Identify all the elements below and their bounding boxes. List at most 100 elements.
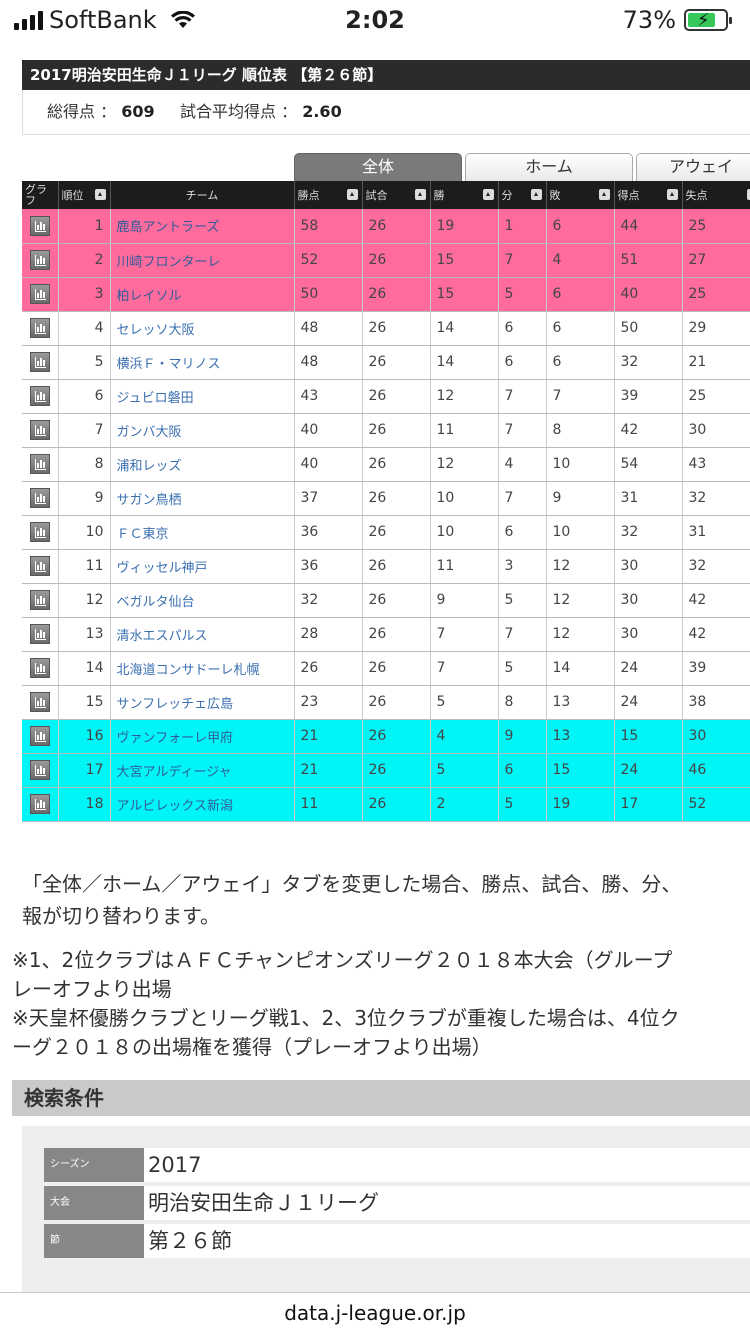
- condition-label: 大会: [44, 1186, 144, 1220]
- col-goals-for[interactable]: 得点: [614, 181, 682, 209]
- stat-cell-gp: 26: [362, 447, 430, 481]
- team-link[interactable]: 柏レイソル: [117, 289, 182, 304]
- avg-goals-label: 試合平均得点 ：: [180, 102, 297, 121]
- stat-cell-d: 7: [498, 243, 546, 277]
- rank-cell: 10: [58, 515, 110, 549]
- graph-icon[interactable]: [30, 522, 50, 542]
- col-wins[interactable]: 勝: [430, 181, 498, 209]
- stat-cell-l: 10: [546, 515, 614, 549]
- team-cell: 柏レイソル: [110, 277, 294, 311]
- view-tabs: 全体 ホーム アウェイ: [294, 153, 750, 181]
- sort-icon: [531, 189, 542, 200]
- team-link[interactable]: ＦＣ東京: [117, 527, 169, 542]
- team-link[interactable]: 大宮アルディージャ: [117, 765, 232, 780]
- graph-icon[interactable]: [30, 488, 50, 508]
- team-link[interactable]: ガンバ大阪: [117, 425, 182, 440]
- rank-cell: 11: [58, 549, 110, 583]
- stat-cell-gp: 26: [362, 515, 430, 549]
- stat-cell-ga: 42: [682, 583, 750, 617]
- col-team: チーム: [110, 181, 294, 209]
- url-bar[interactable]: data.j-league.or.jp: [0, 1292, 750, 1335]
- qualification-note: ※1、2位クラブはＡＦＣチャンピオンズリーグ２０１８本大会（グループ レーオフよ…: [12, 946, 750, 1062]
- team-link[interactable]: 清水エスパルス: [117, 629, 208, 644]
- team-cell: 鹿島アントラーズ: [110, 209, 294, 243]
- graph-icon[interactable]: [30, 454, 50, 474]
- condition-row-season: シーズン 2017: [44, 1148, 750, 1182]
- graph-icon[interactable]: [30, 420, 50, 440]
- stat-cell-pts: 40: [294, 413, 362, 447]
- stat-cell-ga: 52: [682, 787, 750, 821]
- stat-cell-gp: 26: [362, 719, 430, 753]
- stat-cell-pts: 48: [294, 311, 362, 345]
- stat-cell-gp: 26: [362, 413, 430, 447]
- graph-icon[interactable]: [30, 216, 50, 236]
- table-header-row: グラフ 順位 チーム 勝点 試合 勝 分 敗 得点 失点: [22, 181, 750, 209]
- graph-cell: [22, 481, 58, 515]
- graph-icon[interactable]: [30, 590, 50, 610]
- stat-cell-d: 7: [498, 617, 546, 651]
- team-link[interactable]: ヴィッセル神戸: [117, 561, 208, 576]
- team-link[interactable]: 浦和レッズ: [117, 459, 182, 474]
- team-link[interactable]: 横浜Ｆ・マリノス: [117, 357, 221, 372]
- sort-icon: [483, 189, 494, 200]
- graph-icon[interactable]: [30, 760, 50, 780]
- stat-cell-gf: 54: [614, 447, 682, 481]
- stat-cell-gf: 15: [614, 719, 682, 753]
- stat-cell-l: 8: [546, 413, 614, 447]
- stat-cell-w: 14: [430, 311, 498, 345]
- col-losses[interactable]: 敗: [546, 181, 614, 209]
- tab-away[interactable]: アウェイ: [636, 153, 750, 181]
- team-cell: 清水エスパルス: [110, 617, 294, 651]
- tab-overall[interactable]: 全体: [294, 153, 462, 181]
- stat-cell-pts: 11: [294, 787, 362, 821]
- stat-cell-ga: 25: [682, 277, 750, 311]
- col-points[interactable]: 勝点: [294, 181, 362, 209]
- col-draws[interactable]: 分: [498, 181, 546, 209]
- stat-cell-gf: 30: [614, 583, 682, 617]
- graph-icon[interactable]: [30, 250, 50, 270]
- graph-icon[interactable]: [30, 624, 50, 644]
- graph-icon[interactable]: [30, 284, 50, 304]
- team-link[interactable]: ヴァンフォーレ甲府: [117, 731, 234, 746]
- col-rank[interactable]: 順位: [58, 181, 110, 209]
- stat-cell-gf: 17: [614, 787, 682, 821]
- stat-cell-d: 7: [498, 413, 546, 447]
- stat-cell-ga: 21: [682, 345, 750, 379]
- graph-icon[interactable]: [30, 726, 50, 746]
- stat-cell-d: 3: [498, 549, 546, 583]
- note-line: ※1、2位クラブはＡＦＣチャンピオンズリーグ２０１８本大会（グループ: [12, 946, 750, 975]
- team-link[interactable]: 川崎フロンターレ: [117, 255, 221, 270]
- team-link[interactable]: セレッソ大阪: [117, 323, 195, 338]
- team-link[interactable]: ベガルタ仙台: [117, 595, 195, 610]
- team-link[interactable]: 北海道コンサドーレ札幌: [117, 663, 260, 678]
- team-cell: 横浜Ｆ・マリノス: [110, 345, 294, 379]
- graph-icon[interactable]: [30, 794, 50, 814]
- tab-home[interactable]: ホーム: [465, 153, 633, 181]
- graph-icon[interactable]: [30, 352, 50, 372]
- stat-cell-w: 12: [430, 379, 498, 413]
- stat-cell-d: 9: [498, 719, 546, 753]
- team-link[interactable]: サンフレッチェ広島: [117, 697, 234, 712]
- stat-cell-pts: 28: [294, 617, 362, 651]
- col-games[interactable]: 試合: [362, 181, 430, 209]
- sort-icon: [599, 189, 610, 200]
- graph-icon[interactable]: [30, 556, 50, 576]
- avg-goals-value: 2.60: [302, 102, 341, 121]
- stat-cell-gp: 26: [362, 583, 430, 617]
- graph-icon[interactable]: [30, 692, 50, 712]
- graph-icon[interactable]: [30, 318, 50, 338]
- team-link[interactable]: サガン鳥栖: [117, 493, 182, 508]
- stat-cell-gp: 26: [362, 753, 430, 787]
- graph-icon[interactable]: [30, 386, 50, 406]
- stat-cell-gp: 26: [362, 651, 430, 685]
- col-goals-against[interactable]: 失点: [682, 181, 750, 209]
- stat-cell-gp: 26: [362, 311, 430, 345]
- team-link[interactable]: アルビレックス新潟: [117, 799, 233, 814]
- team-link[interactable]: 鹿島アントラーズ: [117, 220, 220, 235]
- stat-cell-l: 14: [546, 651, 614, 685]
- graph-icon[interactable]: [30, 658, 50, 678]
- total-goals-label: 総得点 ：: [47, 102, 116, 121]
- team-link[interactable]: ジュビロ磐田: [117, 391, 194, 406]
